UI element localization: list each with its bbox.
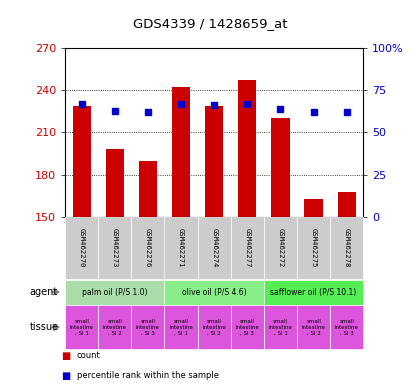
Text: small
intestine
, SI 1: small intestine , SI 1: [70, 319, 94, 336]
Text: small
intestine
, SI 2: small intestine , SI 2: [103, 319, 127, 336]
Bar: [338, 192, 356, 217]
Text: GSM462274: GSM462274: [211, 228, 217, 268]
Text: GSM462272: GSM462272: [278, 228, 284, 268]
Text: small
intestine
, SI 3: small intestine , SI 3: [335, 319, 359, 336]
Text: percentile rank within the sample: percentile rank within the sample: [77, 371, 219, 380]
Text: GSM462271: GSM462271: [178, 228, 184, 268]
Text: GDS4339 / 1428659_at: GDS4339 / 1428659_at: [133, 17, 287, 30]
Text: GSM462270: GSM462270: [79, 228, 85, 268]
Text: small
intestine
, SI 2: small intestine , SI 2: [302, 319, 326, 336]
Text: ■: ■: [61, 371, 70, 381]
Text: small
intestine
, SI 1: small intestine , SI 1: [169, 319, 193, 336]
Text: small
intestine
, SI 3: small intestine , SI 3: [235, 319, 259, 336]
Bar: [271, 118, 289, 217]
Bar: [172, 88, 190, 217]
Text: safflower oil (P/S 10.1): safflower oil (P/S 10.1): [270, 288, 357, 296]
Text: GSM462273: GSM462273: [112, 228, 118, 268]
Text: olive oil (P/S 4.6): olive oil (P/S 4.6): [182, 288, 247, 296]
Bar: [73, 106, 91, 217]
Bar: [106, 149, 124, 217]
Text: GSM462277: GSM462277: [244, 228, 250, 268]
Text: tissue: tissue: [29, 322, 58, 333]
Bar: [139, 161, 157, 217]
Text: small
intestine
, SI 1: small intestine , SI 1: [268, 319, 292, 336]
Text: GSM462276: GSM462276: [145, 228, 151, 268]
Text: palm oil (P/S 1.0): palm oil (P/S 1.0): [82, 288, 147, 296]
Text: agent: agent: [29, 287, 58, 297]
Text: small
intestine
, SI 3: small intestine , SI 3: [136, 319, 160, 336]
Text: ■: ■: [61, 351, 70, 361]
Text: count: count: [77, 351, 101, 361]
Text: small
intestine
, SI 2: small intestine , SI 2: [202, 319, 226, 336]
Bar: [205, 106, 223, 217]
Bar: [304, 199, 323, 217]
Bar: [238, 80, 257, 217]
Text: GSM462275: GSM462275: [311, 228, 317, 268]
Text: GSM462278: GSM462278: [344, 228, 350, 268]
